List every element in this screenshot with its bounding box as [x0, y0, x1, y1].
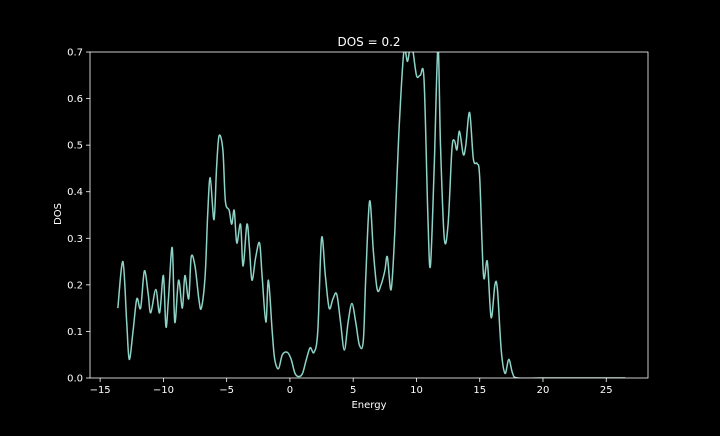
x-tick-label: 0 [287, 385, 293, 396]
y-tick-label: 0.2 [67, 280, 83, 291]
plot-frame [89, 51, 649, 379]
dos-series-line [117, 52, 626, 378]
x-tick-label: 10 [410, 385, 423, 396]
y-axis-label: DOS [53, 203, 64, 225]
x-axis-label: Energy [351, 400, 386, 411]
y-tick-label: 0.7 [67, 48, 83, 59]
x-tick-label: −15 [90, 385, 111, 396]
y-tick-label: 0.0 [67, 374, 83, 385]
x-axis-ticks: −15 −10 −5 0 5 10 15 20 25 [90, 378, 613, 396]
x-tick-label: 25 [600, 385, 613, 396]
x-tick-label: −10 [153, 385, 174, 396]
y-tick-label: 0.3 [67, 234, 83, 245]
chart-title: DOS = 0.2 [337, 35, 400, 49]
x-tick-label: −5 [219, 385, 234, 396]
plot-lines [117, 52, 626, 378]
x-tick-label: 5 [350, 385, 356, 396]
y-axis-ticks: 0.0 0.1 0.2 0.3 0.4 0.5 0.6 0.7 [67, 48, 90, 385]
y-tick-label: 0.1 [67, 327, 83, 338]
x-tick-label: 20 [537, 385, 550, 396]
x-tick-label: 15 [473, 385, 486, 396]
y-tick-label: 0.5 [67, 141, 83, 152]
y-tick-label: 0.4 [67, 187, 83, 198]
y-tick-label: 0.6 [67, 94, 83, 105]
